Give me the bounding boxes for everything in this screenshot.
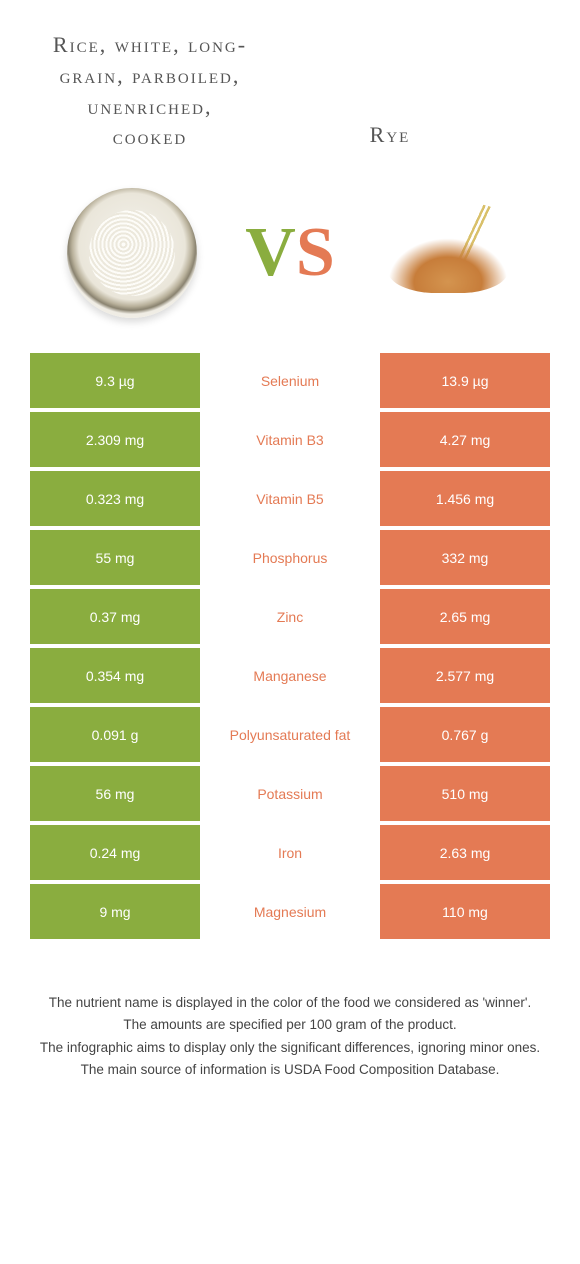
footer-line: The amounts are specified per 100 gram o…	[30, 1015, 550, 1035]
nutrient-label: Selenium	[200, 353, 380, 408]
left-value: 0.323 mg	[30, 471, 200, 526]
table-row: 56 mgPotassium510 mg	[30, 766, 550, 821]
nutrient-label: Phosphorus	[200, 530, 380, 585]
table-row: 0.354 mgManganese2.577 mg	[30, 648, 550, 703]
vs-label: VS	[245, 213, 335, 293]
nutrient-label: Manganese	[200, 648, 380, 703]
left-value: 2.309 mg	[30, 412, 200, 467]
right-value: 110 mg	[380, 884, 550, 939]
footer-notes: The nutrient name is displayed in the co…	[0, 943, 580, 1080]
right-value: 2.65 mg	[380, 589, 550, 644]
nutrient-label: Polyunsaturated fat	[200, 707, 380, 762]
table-row: 55 mgPhosphorus332 mg	[30, 530, 550, 585]
right-value: 0.767 g	[380, 707, 550, 762]
left-value: 55 mg	[30, 530, 200, 585]
table-row: 0.37 mgZinc2.65 mg	[30, 589, 550, 644]
rice-image	[62, 183, 202, 323]
right-value: 4.27 mg	[380, 412, 550, 467]
nutrient-label: Potassium	[200, 766, 380, 821]
nutrient-label: Zinc	[200, 589, 380, 644]
vs-v: V	[245, 214, 296, 291]
footer-line: The nutrient name is displayed in the co…	[30, 993, 550, 1013]
right-value: 2.63 mg	[380, 825, 550, 880]
left-value: 9 mg	[30, 884, 200, 939]
header: Rice, white, long-grain, parboiled, unen…	[0, 0, 580, 173]
left-value: 0.091 g	[30, 707, 200, 762]
right-food-title: Rye	[250, 30, 530, 153]
left-food-title: Rice, white, long-grain, parboiled, unen…	[50, 30, 250, 153]
rye-image	[378, 183, 518, 323]
right-value: 332 mg	[380, 530, 550, 585]
table-row: 9 mgMagnesium110 mg	[30, 884, 550, 939]
left-value: 0.37 mg	[30, 589, 200, 644]
left-value: 9.3 µg	[30, 353, 200, 408]
nutrient-label: Iron	[200, 825, 380, 880]
table-row: 0.091 gPolyunsaturated fat0.767 g	[30, 707, 550, 762]
right-value: 2.577 mg	[380, 648, 550, 703]
footer-line: The main source of information is USDA F…	[30, 1060, 550, 1080]
left-value: 0.24 mg	[30, 825, 200, 880]
table-row: 0.24 mgIron2.63 mg	[30, 825, 550, 880]
left-value: 56 mg	[30, 766, 200, 821]
nutrient-label: Vitamin B3	[200, 412, 380, 467]
right-value: 13.9 µg	[380, 353, 550, 408]
table-row: 2.309 mgVitamin B34.27 mg	[30, 412, 550, 467]
comparison-table: 9.3 µgSelenium13.9 µg2.309 mgVitamin B34…	[0, 353, 580, 939]
table-row: 0.323 mgVitamin B51.456 mg	[30, 471, 550, 526]
footer-line: The infographic aims to display only the…	[30, 1038, 550, 1058]
left-value: 0.354 mg	[30, 648, 200, 703]
vs-row: VS	[0, 173, 580, 353]
table-row: 9.3 µgSelenium13.9 µg	[30, 353, 550, 408]
nutrient-label: Vitamin B5	[200, 471, 380, 526]
nutrient-label: Magnesium	[200, 884, 380, 939]
right-value: 510 mg	[380, 766, 550, 821]
right-value: 1.456 mg	[380, 471, 550, 526]
vs-s: S	[296, 214, 335, 291]
